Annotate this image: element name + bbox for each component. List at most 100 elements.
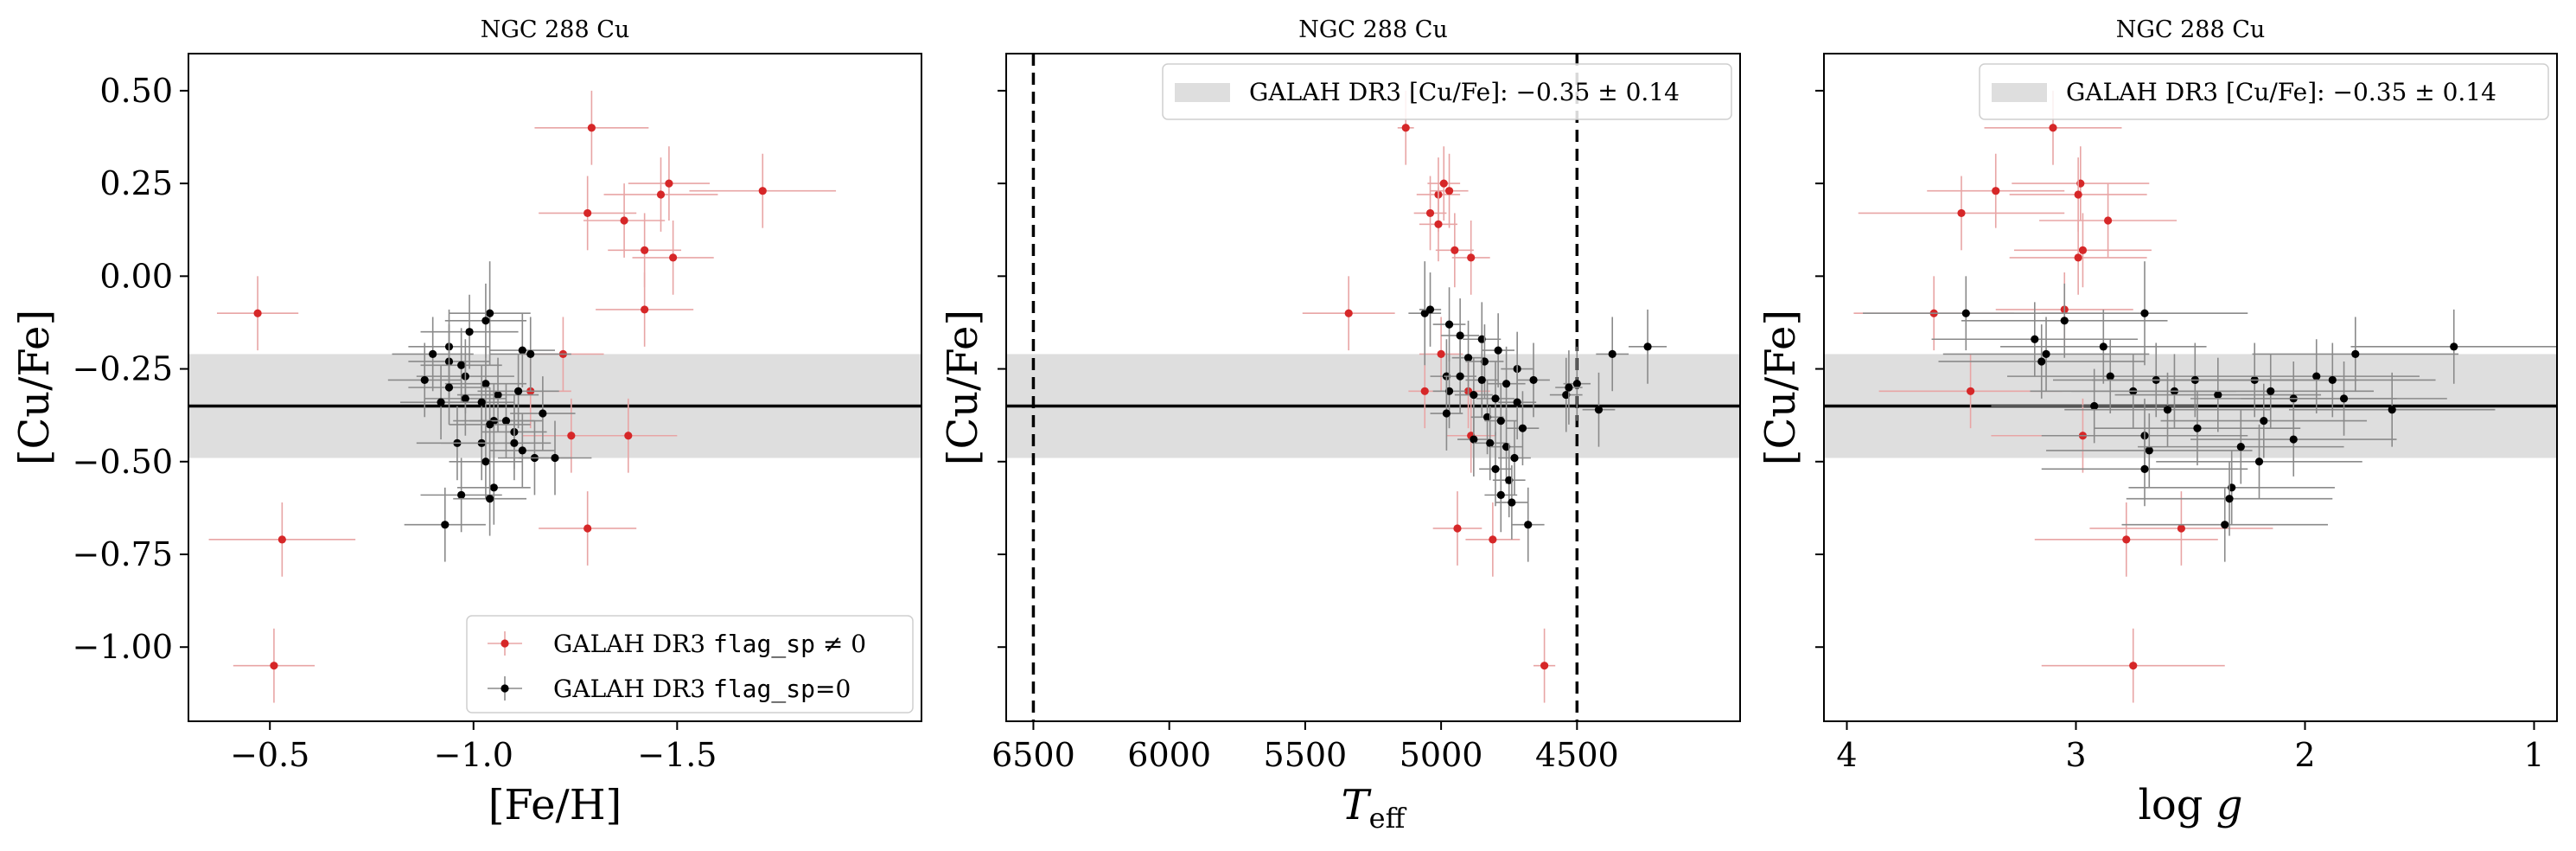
data-marker	[2225, 495, 2234, 503]
x-tick-label: 4	[1836, 736, 1857, 774]
x-tick-label: 3	[2065, 736, 2086, 774]
data-marker	[656, 190, 666, 199]
data-marker	[1608, 349, 1616, 358]
data-marker	[758, 187, 767, 195]
flagged-point-3	[1430, 153, 1469, 228]
data-marker	[2254, 457, 2264, 466]
data-marker	[1482, 413, 1492, 421]
legend-text-pre: GALAH DR3	[553, 675, 713, 703]
data-marker	[2104, 216, 2113, 225]
data-marker	[641, 246, 649, 254]
data-marker	[2145, 446, 2153, 455]
data-marker	[1508, 498, 1516, 507]
clean-point-31	[456, 450, 531, 525]
data-marker	[1529, 375, 1538, 385]
axes-frame	[188, 53, 922, 722]
data-marker	[510, 438, 519, 447]
data-marker	[2214, 390, 2222, 400]
flagged-point-9	[596, 272, 694, 347]
x-tick-label: 1	[2523, 736, 2544, 774]
data-marker	[1505, 476, 1514, 484]
clean-point-31	[1498, 420, 1531, 496]
data-marker	[2060, 317, 2069, 325]
flagged-point-5	[2039, 183, 2177, 258]
flagged-point-1	[534, 90, 649, 165]
data-marker	[1477, 375, 1486, 385]
data-marker	[2351, 349, 2360, 358]
data-marker	[665, 179, 673, 188]
panel-3: 4 3 2 1 NGC 288 Cu log g [Cu/Fe] GALAH DR3 [Cu/…	[1757, 16, 2558, 829]
clean-point-26	[477, 406, 552, 481]
data-marker	[567, 432, 576, 440]
data-marker	[2221, 521, 2229, 529]
x-label-main: T	[1342, 781, 1372, 829]
clean-point-14	[456, 357, 539, 432]
y-tick-label: −0.75	[73, 535, 173, 573]
clean-point-1	[449, 261, 531, 366]
legend-text-code: flag_sp	[713, 630, 815, 659]
y-tick-label: −0.50	[73, 443, 173, 481]
data-marker	[1477, 335, 1486, 343]
y-tick-label: 0.50	[99, 72, 173, 110]
data-marker	[2177, 524, 2185, 533]
plot-area	[188, 90, 921, 703]
flagged-point-1	[2012, 146, 2150, 221]
clean-point-35	[1495, 465, 1528, 540]
clean-point-21	[1596, 317, 1629, 392]
legend-text-post: −0.35 ± 0.14	[2333, 78, 2496, 106]
panel-1: 0.50 0.25 0.00 −0.25 −0.50 −0.75 −1.00 −0.5 −1.0…	[10, 16, 922, 829]
data-marker	[1496, 490, 1505, 499]
x-axis-label: [Fe/H]	[488, 781, 622, 829]
data-marker	[2236, 443, 2245, 451]
data-marker	[2260, 417, 2268, 426]
data-marker	[587, 124, 596, 132]
clean-point-2	[444, 283, 527, 358]
clean-point-11	[1465, 342, 1499, 418]
clean-point-36	[1511, 487, 1545, 562]
data-marker	[1420, 387, 1429, 395]
data-marker	[494, 390, 502, 400]
x-axis-label: log g	[2139, 781, 2243, 829]
clean-point-15	[477, 354, 559, 429]
clean-point-18	[2167, 354, 2374, 429]
x-label-sub: eff	[1369, 802, 1407, 835]
clean-point-30	[2041, 432, 2248, 507]
data-marker	[1456, 331, 1464, 340]
data-marker	[1486, 438, 1495, 447]
data-marker	[1439, 179, 1448, 188]
flagged-point-9	[1419, 317, 1463, 392]
data-marker	[2388, 406, 2396, 414]
clean-point-27	[489, 413, 555, 488]
clean-point-2	[2041, 261, 2248, 366]
data-marker	[518, 446, 526, 455]
legend-text-pre: GALAH DR3 [Cu/Fe]:	[2066, 78, 2333, 106]
legend-label: GALAH DR3 [Cu/Fe]: −0.35 ± 0.14	[1249, 78, 1680, 106]
flagged-point-8	[689, 153, 837, 228]
clean-point-26	[2160, 383, 2368, 458]
clean-point-17	[1498, 365, 1537, 440]
clean-point-29	[518, 420, 592, 496]
clean-point-20	[1555, 350, 1583, 425]
data-marker	[437, 398, 445, 406]
data-marker	[514, 387, 523, 395]
axes-frame	[1005, 53, 1741, 722]
x-tick-label: 6000	[1127, 736, 1211, 774]
flagged-point-1	[1427, 146, 1461, 221]
panel-2: 6500 6000 5500 5000 4500 NGC 288 Cu Teff [Cu/Fe…	[939, 16, 1741, 835]
clean-point-1	[1419, 272, 1442, 347]
data-marker	[1957, 208, 1966, 218]
clean-point-9	[2007, 339, 2214, 414]
data-marker	[444, 383, 454, 392]
data-marker	[1451, 246, 1459, 254]
data-marker	[486, 495, 494, 503]
data-marker	[2031, 335, 2039, 343]
clean-point-34	[2121, 487, 2328, 562]
clean-point-7	[2252, 317, 2459, 392]
clean-point-4	[2000, 309, 2207, 384]
data-marker	[539, 409, 547, 418]
legend-label: GALAH DR3 flag_sp ≠ 0	[553, 630, 866, 659]
clean-point-5	[1482, 313, 1515, 387]
